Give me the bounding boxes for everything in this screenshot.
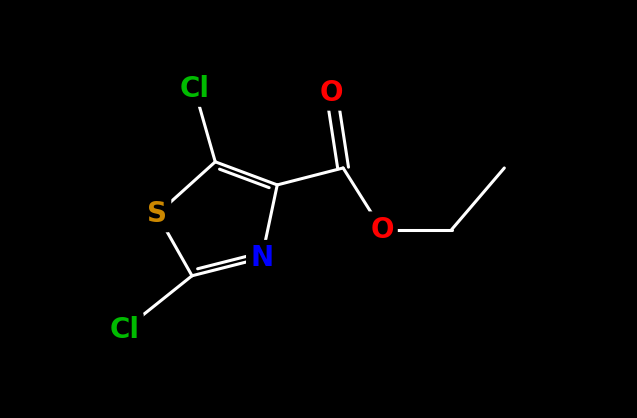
Text: S: S [147,200,167,228]
Text: O: O [370,216,394,244]
Text: Cl: Cl [180,75,210,103]
Text: N: N [250,244,273,272]
Text: Cl: Cl [110,316,140,344]
Text: O: O [320,79,343,107]
